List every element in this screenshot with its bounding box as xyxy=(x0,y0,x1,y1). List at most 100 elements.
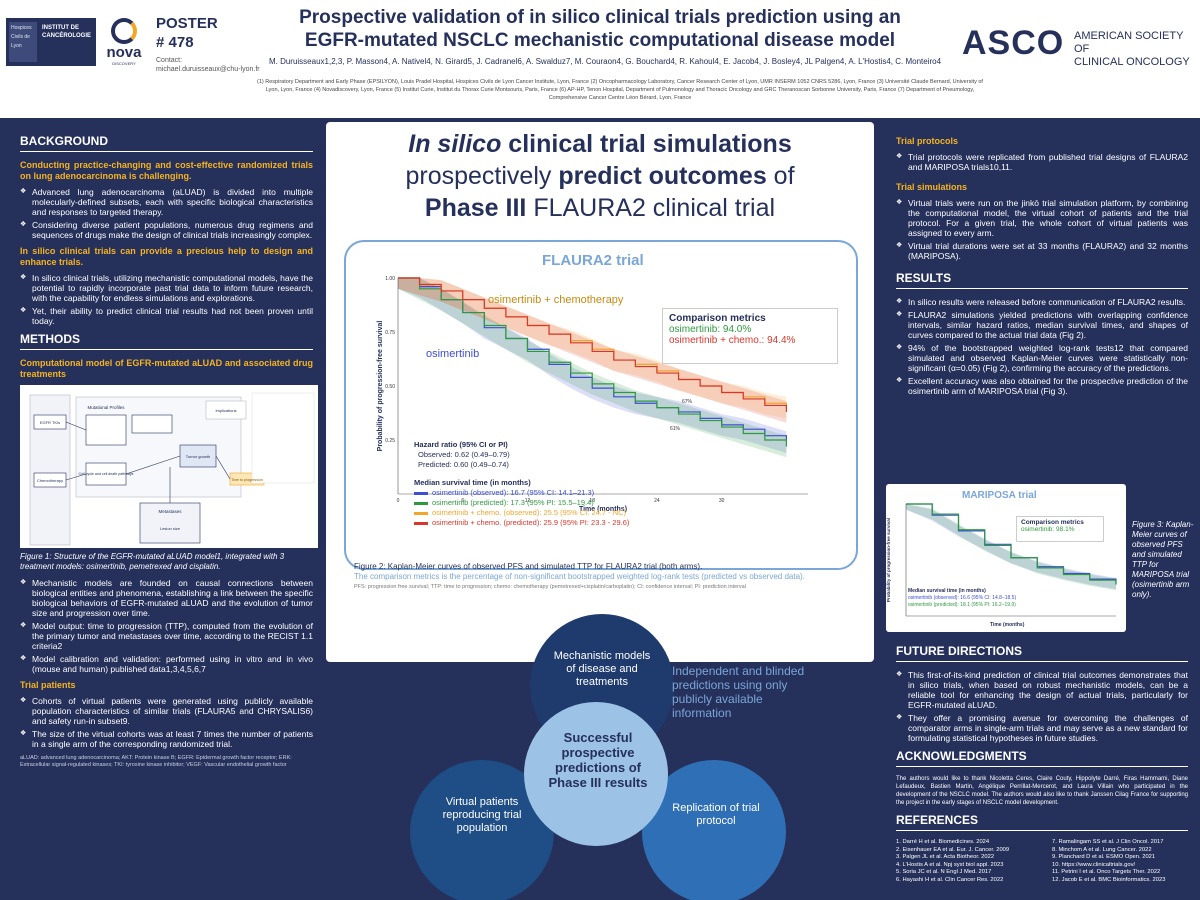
title-line-2: EGFR-mutated NSCLC mechanistic computati… xyxy=(304,30,896,51)
background-list-1: Advanced lung adenocarcinoma (aLUAD) is … xyxy=(20,187,313,240)
reference-item: 9. Planchard D et al. ESMO Open. 2021 xyxy=(1052,854,1156,860)
label-osi: osimertinib xyxy=(426,348,480,360)
hazard-ratio-block: Hazard ratio (95% CI or PI) Observed: 0.… xyxy=(414,440,510,470)
right-bottom: FUTURE DIRECTIONS This first-of-its-kind… xyxy=(876,640,1200,884)
figure-1-caption: Figure 1: Structure of the EGFR-mutated … xyxy=(20,552,285,571)
center-title-predict: predict outcomes xyxy=(558,162,767,190)
center-title-prospectively: prospectively xyxy=(405,162,559,190)
fig1-label-tumor: Tumor growth xyxy=(186,454,211,459)
comparison-metrics-title: Comparison metrics xyxy=(669,313,766,324)
references-list: 1. Darré H et al. Biomedicines. 2024 2. E… xyxy=(896,839,1188,884)
reference-item: 12. Jacob E et al. BMC Bioinformatics. 2… xyxy=(1052,876,1166,883)
y-axis-label: Probability of progression-free survival xyxy=(886,518,891,602)
y-axis-label: Probability of progression-free survival xyxy=(377,321,384,452)
fig1-label-metastases: Metastases xyxy=(158,509,182,514)
legend-entry: osimertinib (observed): 16.7 (95% CI: 14… xyxy=(414,488,629,498)
x-tick-label: 18 xyxy=(589,498,595,504)
hazard-ratio-observed: Observed: 0.62 (0.49–0.79) xyxy=(418,450,510,459)
right-column: Trial protocols Trial protocols were rep… xyxy=(876,122,1200,898)
fig1-label-mutational: Mutational Profiles xyxy=(87,405,125,410)
hcl-logo-sub: Hospices Civils de Lyon xyxy=(9,22,37,62)
poster-label: POSTER xyxy=(156,15,218,32)
affiliations: (1) Respiratory Department and Early Pha… xyxy=(257,79,983,101)
center-panel: In silico clinical trial simulations pro… xyxy=(326,122,874,662)
poster-title: Prospective validation of in silico clin… xyxy=(270,6,930,52)
reference-item: 10. https://www.clinicaltrials.gov/ xyxy=(1052,861,1136,868)
poster-header: Hospices Civils de Lyon INSTITUT DE CANC… xyxy=(0,0,1200,118)
mariposa-xlabel: Time (months) xyxy=(990,622,1025,628)
background-bullet: Considering diverse patient populations,… xyxy=(20,220,313,240)
fig1-label-ttp: Time to progression xyxy=(231,478,263,482)
trial-protocols-heading: Trial protocols xyxy=(896,136,959,146)
median-survival-block: Median survival time (in months) osimert… xyxy=(414,478,629,528)
reference-item: 6. Hayashi H et al. Clin Cancer Res. 202… xyxy=(896,876,1004,883)
legend-swatch xyxy=(414,521,428,525)
background-list-2: In silico clinical trials, utilizing mec… xyxy=(20,273,313,326)
results-bullet: Excellent accuracy was also obtained for… xyxy=(896,376,1188,396)
authors: M. Duruisseaux1,2,3, P. Masson4, A. Nati… xyxy=(268,57,942,66)
methods-subheading: Computational model of EGFR-mutated aLUA… xyxy=(20,358,313,379)
nova-logo-icon xyxy=(111,18,137,44)
background-bullet: In silico clinical trials, utilizing mec… xyxy=(20,273,313,303)
center-title: In silico clinical trial simulations pro… xyxy=(326,122,874,224)
comparison-metrics-box: Comparison metrics osimertinib: 94.0% os… xyxy=(662,308,838,364)
legend-swatch xyxy=(414,501,428,505)
y-tick-label: 0.50 xyxy=(385,384,395,390)
mariposa-chart-box: MARIPOSA trial Probability of progressio… xyxy=(886,484,1126,632)
asco-logo-text: ASCO xyxy=(962,24,1065,62)
x-tick-label: 6 xyxy=(461,498,464,504)
results-bullet: In silico results were released before c… xyxy=(896,297,1188,307)
reference-item: 1. Darré H et al. Biomedicines. 2024 xyxy=(896,839,990,845)
nova-logo: nova DISCOVERY xyxy=(104,18,144,66)
x-tick-label: 0 xyxy=(397,498,400,504)
mariposa-cm-title: Comparison metrics xyxy=(1021,519,1084,526)
results-heading: RESULTS xyxy=(896,271,1188,289)
venn-top-label: Mechanistic models of disease and treatm… xyxy=(553,650,651,688)
contact: Contact: michael.duruisseaux@chu-lyon.fr xyxy=(156,56,266,74)
asco-logo: ASCO AMERICAN SOCIETY OF CLINICAL ONCOLO… xyxy=(962,24,1192,68)
figure-1-model-diagram: Mutational Profiles Implications EGFR TK… xyxy=(20,385,318,548)
references-col-2: 7. Ramalingam SS et al. J Clin Oncol. 20… xyxy=(1052,839,1200,884)
contact-email[interactable]: michael.duruisseaux@chu-lyon.fr xyxy=(156,66,260,73)
reference-item: 2. Eisenhauer EA et al. Eur. J. Cancer. … xyxy=(896,846,1010,853)
legend-label: osimertinib + chemo. (predicted): 25.9 (… xyxy=(432,518,630,527)
mariposa-chart-title: MARIPOSA trial xyxy=(962,490,1037,501)
km-series-line xyxy=(398,277,788,412)
nova-logo-text: nova xyxy=(106,44,142,61)
comparison-metric-osi: osimertinib: 94.0% xyxy=(669,324,752,335)
mariposa-ms-title: Median survival time (in months) xyxy=(908,588,986,594)
nova-logo-sub: DISCOVERY xyxy=(112,61,136,66)
background-bullet: Yet, their ability to predict clinical t… xyxy=(20,306,313,326)
center-title-of: of xyxy=(766,162,795,190)
trial-simulations-bullet: Virtual trial durations were set at 33 m… xyxy=(896,241,1188,261)
flaura2-legend: osimertinib (observed): 16.7 (95% CI: 14… xyxy=(414,488,629,528)
figure-2-caption-block: Figure 2: Kaplan-Meier curves of observe… xyxy=(354,562,854,591)
fig1-label-chemo: Chemotherapy xyxy=(37,478,63,483)
methods-bullet: Mechanistic models are founded on causal… xyxy=(20,578,313,618)
trial-patients-heading: Trial patients xyxy=(20,680,76,690)
y-tick-label: 0.75 xyxy=(385,330,395,336)
y-tick-label: 0.25 xyxy=(385,438,395,444)
hazard-ratio-predicted: Predicted: 0.60 (0.49–0.74) xyxy=(418,460,509,469)
legend-swatch xyxy=(414,491,428,495)
x-tick-label: 12 xyxy=(525,498,531,504)
left-column: BACKGROUND Conducting practice-changing … xyxy=(0,122,325,898)
flaura2-chart-box: FLAURA2 trial 0 6 12 18 24 30 0.25 0.50 0.75 1.00… xyxy=(344,240,858,570)
mariposa-legend-predicted: osimertinib (predicted): 18.1 (95% PI: 1… xyxy=(908,602,1016,608)
center-title-flaura: FLAURA2 clinical trial xyxy=(526,194,776,222)
results-bullet: FLAURA2 simulations yielded predictions … xyxy=(896,310,1188,340)
acknowledgments-text: The authors would like to thank Nicolett… xyxy=(896,776,1188,806)
venn-circles xyxy=(410,614,786,900)
center-title-italic: In silico xyxy=(408,130,502,158)
reference-item: 7. Ramalingam SS et al. J Clin Oncol. 20… xyxy=(1052,839,1164,845)
acknowledgments-heading: ACKNOWLEDGMENTS xyxy=(896,749,1188,767)
mariposa-comparison-box: Comparison metrics osimertinib: 98.1% xyxy=(1016,516,1104,542)
future-directions-list: This first-of-its-kind prediction of cli… xyxy=(896,670,1188,743)
legend-label: osimertinib (predicted): 17.3 (95% PI: 1… xyxy=(432,498,594,507)
reference-item: 5. Soria JC et al. N Engl J Med. 2017 xyxy=(896,869,992,875)
x-tick-label: 24 xyxy=(654,498,660,504)
legend-label: osimertinib + chemo. (observed): 25.5 (9… xyxy=(432,508,627,517)
venn-center-label: Successful prospective predictions of Ph… xyxy=(548,730,648,790)
figure-2-caption: Figure 2: Kaplan-Meier curves of observe… xyxy=(354,562,703,571)
trial-protocols-bullet: Trial protocols were replicated from pub… xyxy=(896,152,1188,172)
